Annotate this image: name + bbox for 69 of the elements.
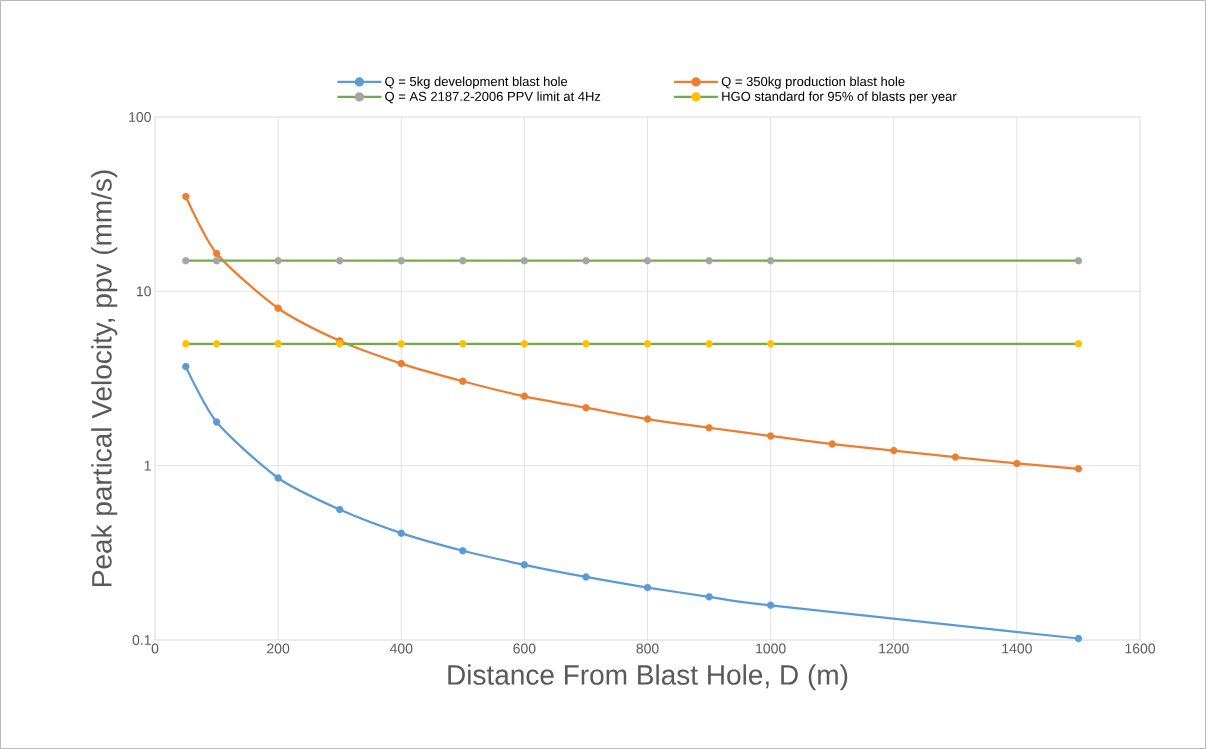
point xyxy=(766,432,775,440)
point xyxy=(274,340,282,348)
x-tick-label: 1600 xyxy=(1125,643,1156,654)
point xyxy=(397,529,405,537)
y-tick-label: 1 xyxy=(144,460,151,471)
point xyxy=(520,392,529,400)
x-tick-label: 0 xyxy=(151,643,159,654)
point xyxy=(1074,340,1083,348)
point xyxy=(582,404,590,412)
x-tick-label: 600 xyxy=(513,643,536,654)
legend-label: HGO standard for 95% of blasts per year xyxy=(722,91,957,104)
point xyxy=(582,256,590,265)
y-tick-label: 100 xyxy=(129,112,151,122)
point xyxy=(212,340,221,348)
x-tick-label: 200 xyxy=(267,643,290,654)
y-tick-label: 10 xyxy=(136,286,151,297)
point xyxy=(520,256,529,265)
legend-label: Q = AS 2187.2-2006 PPV limit at 4Hz xyxy=(385,91,601,104)
point xyxy=(182,256,190,265)
point xyxy=(643,256,652,265)
point xyxy=(274,304,282,312)
point xyxy=(1074,634,1083,643)
point xyxy=(520,340,529,348)
point xyxy=(274,256,282,265)
point xyxy=(643,583,652,592)
y-tick-label: 0.1 xyxy=(132,635,151,645)
point xyxy=(951,453,960,461)
x-tick-label: 1000 xyxy=(756,643,786,654)
point xyxy=(766,601,775,610)
point xyxy=(182,192,190,201)
point xyxy=(1074,465,1083,473)
x-tick-label: 400 xyxy=(389,643,413,654)
point xyxy=(459,377,467,385)
point xyxy=(643,340,652,348)
point xyxy=(582,573,590,581)
point xyxy=(335,256,344,265)
y-axis-title: Peak partical Velocity, ppv (mm/s) xyxy=(91,170,118,587)
x-tick-label: 800 xyxy=(636,643,659,654)
x-tick-label: 1400 xyxy=(1002,643,1032,654)
point xyxy=(582,340,590,348)
point xyxy=(890,446,898,455)
legend-label: Q = 350kg production blast hole xyxy=(721,76,905,89)
point xyxy=(766,340,775,348)
legend-label: Q = 5kg development blast hole xyxy=(385,76,568,89)
point xyxy=(520,561,529,569)
point xyxy=(1074,256,1083,265)
point xyxy=(705,340,713,348)
point xyxy=(335,505,344,514)
point xyxy=(1013,459,1021,468)
point xyxy=(212,256,221,265)
point xyxy=(212,418,221,426)
point xyxy=(397,256,405,265)
point xyxy=(274,474,282,482)
x-tick-label: 1200 xyxy=(879,643,909,654)
point xyxy=(705,593,713,601)
point xyxy=(828,440,836,448)
point xyxy=(766,256,775,265)
point xyxy=(459,547,467,555)
point xyxy=(459,256,467,265)
point xyxy=(459,340,467,348)
point xyxy=(182,362,190,371)
point xyxy=(397,340,405,348)
point xyxy=(705,256,713,265)
point xyxy=(212,249,221,258)
point xyxy=(397,359,405,368)
point xyxy=(705,424,713,432)
point xyxy=(182,340,190,348)
x-axis-title: Distance From Blast Hole, D (m) xyxy=(448,664,848,691)
point xyxy=(643,415,652,423)
